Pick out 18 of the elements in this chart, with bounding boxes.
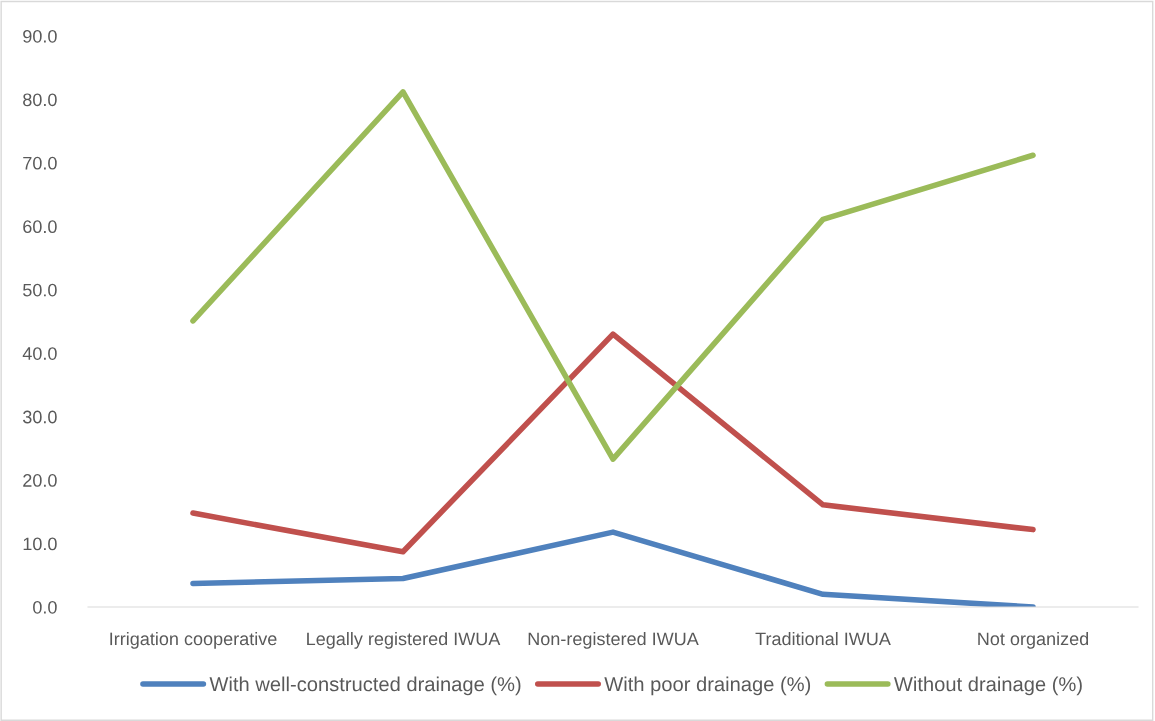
y-tick-label: 50.0	[23, 283, 57, 297]
y-tick-label: 30.0	[23, 410, 57, 424]
y-tick-label: 10.0	[23, 537, 57, 551]
y-tick-label: 20.0	[23, 474, 57, 487]
legend-label: Without drainage (%)	[893, 676, 1082, 696]
y-tick-label: 80.0	[23, 93, 57, 107]
y-tick-label: 60.0	[23, 220, 57, 234]
x-tick-label: Non-registered IWUA	[528, 632, 699, 649]
legend-label: With poor drainage (%)	[604, 676, 811, 696]
y-tick-label: 90.0	[23, 29, 57, 43]
x-tick-label: Irrigation cooperative	[110, 632, 277, 649]
y-tick-label: 40.0	[22, 347, 57, 360]
x-tick-label: Traditional IWUA	[755, 632, 891, 646]
x-tick-label: Legally registered IWUA	[307, 632, 501, 649]
legend-label: With well-constructed drainage (%)	[209, 676, 521, 696]
x-tick-label: Not organized	[978, 632, 1089, 649]
y-tick-label: 0.0	[33, 600, 57, 614]
y-tick-label: 70.0	[23, 156, 57, 170]
